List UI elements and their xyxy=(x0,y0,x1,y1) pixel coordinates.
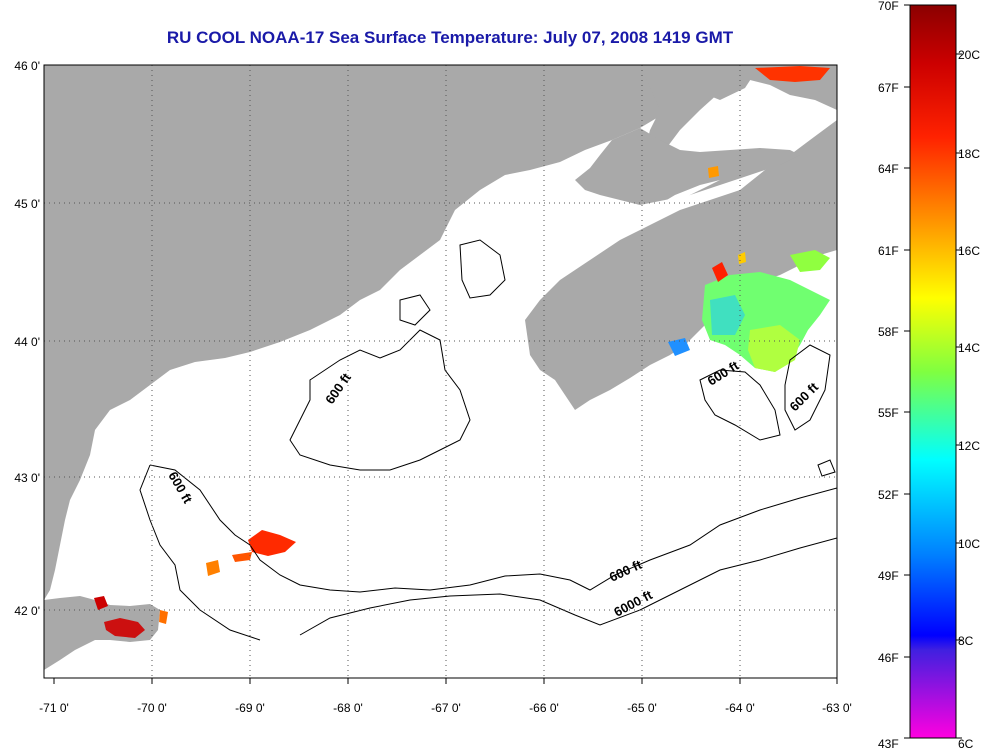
colorbar-c-label: 10C xyxy=(958,537,980,551)
colorbar-ticks xyxy=(904,4,962,739)
colorbar-c-label: 6C xyxy=(958,737,974,751)
lon-axis xyxy=(53,678,838,684)
land-northeast xyxy=(640,65,837,160)
lon-tick-label: -67 0' xyxy=(431,701,461,715)
lon-tick-label: -63 0' xyxy=(822,701,852,715)
lon-tick-label: -69 0' xyxy=(235,701,265,715)
colorbar-f-label: 67F xyxy=(878,81,899,95)
lat-tick-label: 44 0' xyxy=(14,335,40,349)
colorbar-f-label: 55F xyxy=(878,406,899,420)
lon-tick-label: -65 0' xyxy=(627,701,657,715)
lat-tick-label: 43 0' xyxy=(14,471,40,485)
sst-patches xyxy=(94,66,830,638)
colorbar-c-label: 12C xyxy=(958,439,980,453)
colorbar-f-label: 52F xyxy=(878,488,899,502)
bathymetry-contours xyxy=(139,239,837,641)
lon-tick-label: -70 0' xyxy=(137,701,167,715)
colorbar-f-label: 61F xyxy=(878,244,899,258)
colorbar-f-label: 70F xyxy=(878,0,899,13)
lat-tick-label: 45 0' xyxy=(14,197,40,211)
lat-tick-label: 42 0' xyxy=(14,604,40,618)
colorbar-f-label: 46F xyxy=(878,651,899,665)
bay-of-fundy xyxy=(505,180,720,310)
land-nova-scotia xyxy=(525,120,837,410)
colorbar-c-label: 18C xyxy=(958,147,980,161)
land-cape-cod xyxy=(44,596,160,670)
map-border xyxy=(43,64,838,679)
colorbar-c-label: 16C xyxy=(958,244,980,258)
lon-tick-label: -71 0' xyxy=(39,701,69,715)
graticule xyxy=(44,65,837,678)
colorbar xyxy=(909,4,957,739)
lon-tick-label: -66 0' xyxy=(529,701,559,715)
colorbar-f-label: 43F xyxy=(878,737,899,751)
land-nb-coast xyxy=(575,128,800,205)
land-north-america xyxy=(44,65,760,600)
colorbar-f-label: 49F xyxy=(878,569,899,583)
map-title: RU COOL NOAA-17 Sea Surface Temperature:… xyxy=(166,28,734,47)
lat-tick-label: 46 0' xyxy=(14,59,40,73)
colorbar-f-label: 58F xyxy=(878,325,899,339)
colorbar-f-label: 64F xyxy=(878,162,899,176)
colorbar-c-label: 14C xyxy=(958,341,980,355)
lon-tick-label: -68 0' xyxy=(333,701,363,715)
lon-tick-label: -64 0' xyxy=(725,701,755,715)
colorbar-c-label: 8C xyxy=(958,634,974,648)
colorbar-c-label: 20C xyxy=(958,48,980,62)
